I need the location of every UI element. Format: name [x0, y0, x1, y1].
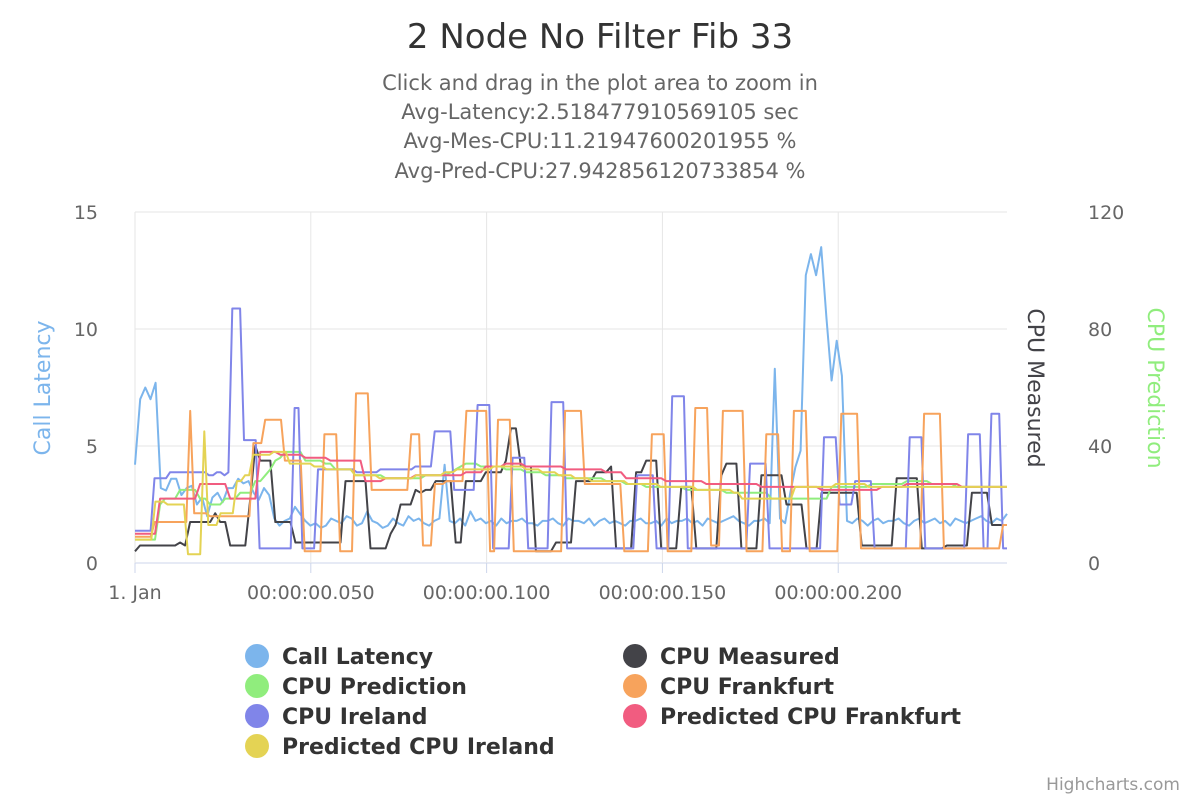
legend-item-cpu-frankfurt[interactable]: CPU Frankfurt — [623, 674, 834, 700]
x-tick-label: 00:00:00.150 — [599, 582, 727, 604]
legend-item-cpu-ireland[interactable]: CPU Ireland — [245, 704, 428, 730]
y-axis-title-call-latency: Call Latency — [31, 320, 56, 455]
y-tick-label-prediction: 40 — [1088, 436, 1112, 458]
subtitle-line-1: Click and drag in the plot area to zoom … — [382, 71, 818, 95]
legend-label: Call Latency — [282, 645, 433, 670]
legend-item-predicted-cpu-frankfurt[interactable]: Predicted CPU Frankfurt — [623, 704, 962, 730]
legend-symbol — [245, 644, 269, 668]
x-tick-label: 00:00:00.050 — [247, 582, 375, 604]
series-line-cpu-ireland — [135, 307, 1007, 550]
legend-symbol — [245, 734, 269, 758]
legend-label: Predicted CPU Frankfurt — [660, 705, 962, 730]
legend-label: Predicted CPU Ireland — [282, 735, 555, 760]
y-tick-label-latency: 10 — [74, 319, 98, 341]
credits-link[interactable]: Highcharts.com — [1046, 775, 1180, 795]
x-axis-ticks: 1. Jan 00:00:00.050 00:00:00.100 00:00:00.1… — [108, 582, 902, 604]
y-axis-title-cpu-measured: CPU Measured — [1022, 308, 1047, 467]
subtitle-line-2: Avg-Latency:2.518477910569105 sec — [401, 100, 799, 124]
x-tick-label: 00:00:00.100 — [423, 582, 551, 604]
y-tick-label-prediction: 0 — [1088, 553, 1100, 575]
subtitle-line-3: Avg-Mes-CPU:11.21947600201955 % — [404, 129, 797, 153]
subtitle-line-4: Avg-Pred-CPU:27.942856120733854 % — [395, 159, 806, 183]
series-line-predicted-cpu-frankfurt — [135, 450, 1007, 535]
legend-symbol — [245, 674, 269, 698]
x-tick-label: 1. Jan — [108, 582, 161, 604]
y-axis-ticks: 0 5 10 15 0 40 80 120 — [74, 202, 1124, 575]
legend-symbol — [623, 644, 647, 668]
y-axis-title-cpu-prediction: CPU Prediction — [1142, 307, 1167, 468]
y-tick-label-latency: 0 — [86, 553, 98, 575]
legend-label: CPU Frankfurt — [660, 675, 834, 700]
x-tick-label: 00:00:00.200 — [774, 582, 902, 604]
y-tick-label-latency: 15 — [74, 202, 98, 224]
series-line-call-latency — [134, 246, 1008, 529]
y-tick-label-prediction: 120 — [1088, 202, 1124, 224]
series-line-cpu-prediction — [135, 450, 1007, 541]
legend-label: CPU Prediction — [282, 675, 467, 700]
legend-item-predicted-cpu-ireland[interactable]: Predicted CPU Ireland — [245, 734, 555, 760]
series-line-cpu-frankfurt — [135, 392, 1007, 553]
y-tick-label-latency: 5 — [86, 436, 98, 458]
chart-title: 2 Node No Filter Fib 33 — [407, 17, 793, 57]
legend-symbol — [623, 674, 647, 698]
legend-symbol — [623, 704, 647, 728]
legend-item-cpu-measured[interactable]: CPU Measured — [623, 644, 840, 670]
legend-item-cpu-prediction[interactable]: CPU Prediction — [245, 674, 467, 700]
legend: Call Latency CPU Prediction CPU Ireland Pre… — [245, 644, 962, 760]
series-line-predicted-cpu-ireland — [135, 430, 1007, 556]
legend-label: CPU Ireland — [282, 705, 428, 730]
legend-label: CPU Measured — [660, 645, 840, 670]
y-tick-label-prediction: 80 — [1088, 319, 1112, 341]
legend-symbol — [245, 704, 269, 728]
legend-item-call-latency[interactable]: Call Latency — [245, 644, 433, 670]
series-lines — [134, 246, 1008, 556]
